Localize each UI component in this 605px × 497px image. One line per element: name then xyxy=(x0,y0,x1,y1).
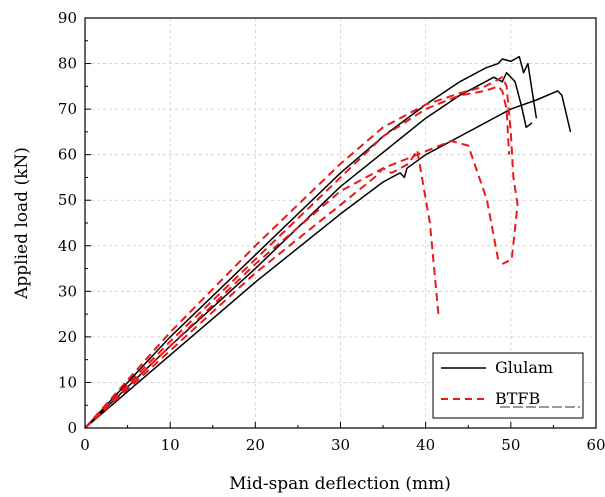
y-tick-label: 50 xyxy=(58,191,77,209)
glulam-series-line-2 xyxy=(84,55,538,429)
btfb-series-line-5 xyxy=(84,76,519,429)
glulam-series-line-3 xyxy=(84,90,572,429)
x-tick-label: 0 xyxy=(80,436,90,454)
x-tick-label: 20 xyxy=(246,436,265,454)
legend-label-glulam: Glulam xyxy=(495,358,553,377)
glulam-series-line-1 xyxy=(84,71,533,429)
y-tick-label: 20 xyxy=(58,328,77,346)
ticks xyxy=(84,17,597,429)
y-tick-label: 70 xyxy=(58,100,77,118)
y-tick-label: 10 xyxy=(58,373,77,391)
y-axis-title: Applied load (kN) xyxy=(12,147,32,300)
x-tick-label: 10 xyxy=(161,436,180,454)
legend: Glulam BTFB xyxy=(432,352,584,419)
x-tick-label: 30 xyxy=(331,436,350,454)
x-axis-title: Mid-span deflection (mm) xyxy=(229,474,451,494)
btfb-series-line-4 xyxy=(84,85,511,429)
y-tick-label: 60 xyxy=(58,146,77,164)
y-tick-label: 80 xyxy=(58,55,77,73)
tick-labels: 0 10 20 30 40 50 60 0 10 20 30 40 50 60 70 80 90 xyxy=(58,9,605,454)
x-tick-label: 40 xyxy=(416,436,435,454)
series-layer xyxy=(84,55,572,429)
y-tick-label: 40 xyxy=(58,237,77,255)
grid xyxy=(85,18,596,428)
x-tick-label: 60 xyxy=(586,436,605,454)
x-tick-label: 50 xyxy=(501,436,520,454)
legend-label-btfb: BTFB xyxy=(495,389,540,408)
y-tick-label: 0 xyxy=(67,419,77,437)
y-tick-label: 90 xyxy=(58,9,77,27)
y-tick-label: 30 xyxy=(58,282,77,300)
